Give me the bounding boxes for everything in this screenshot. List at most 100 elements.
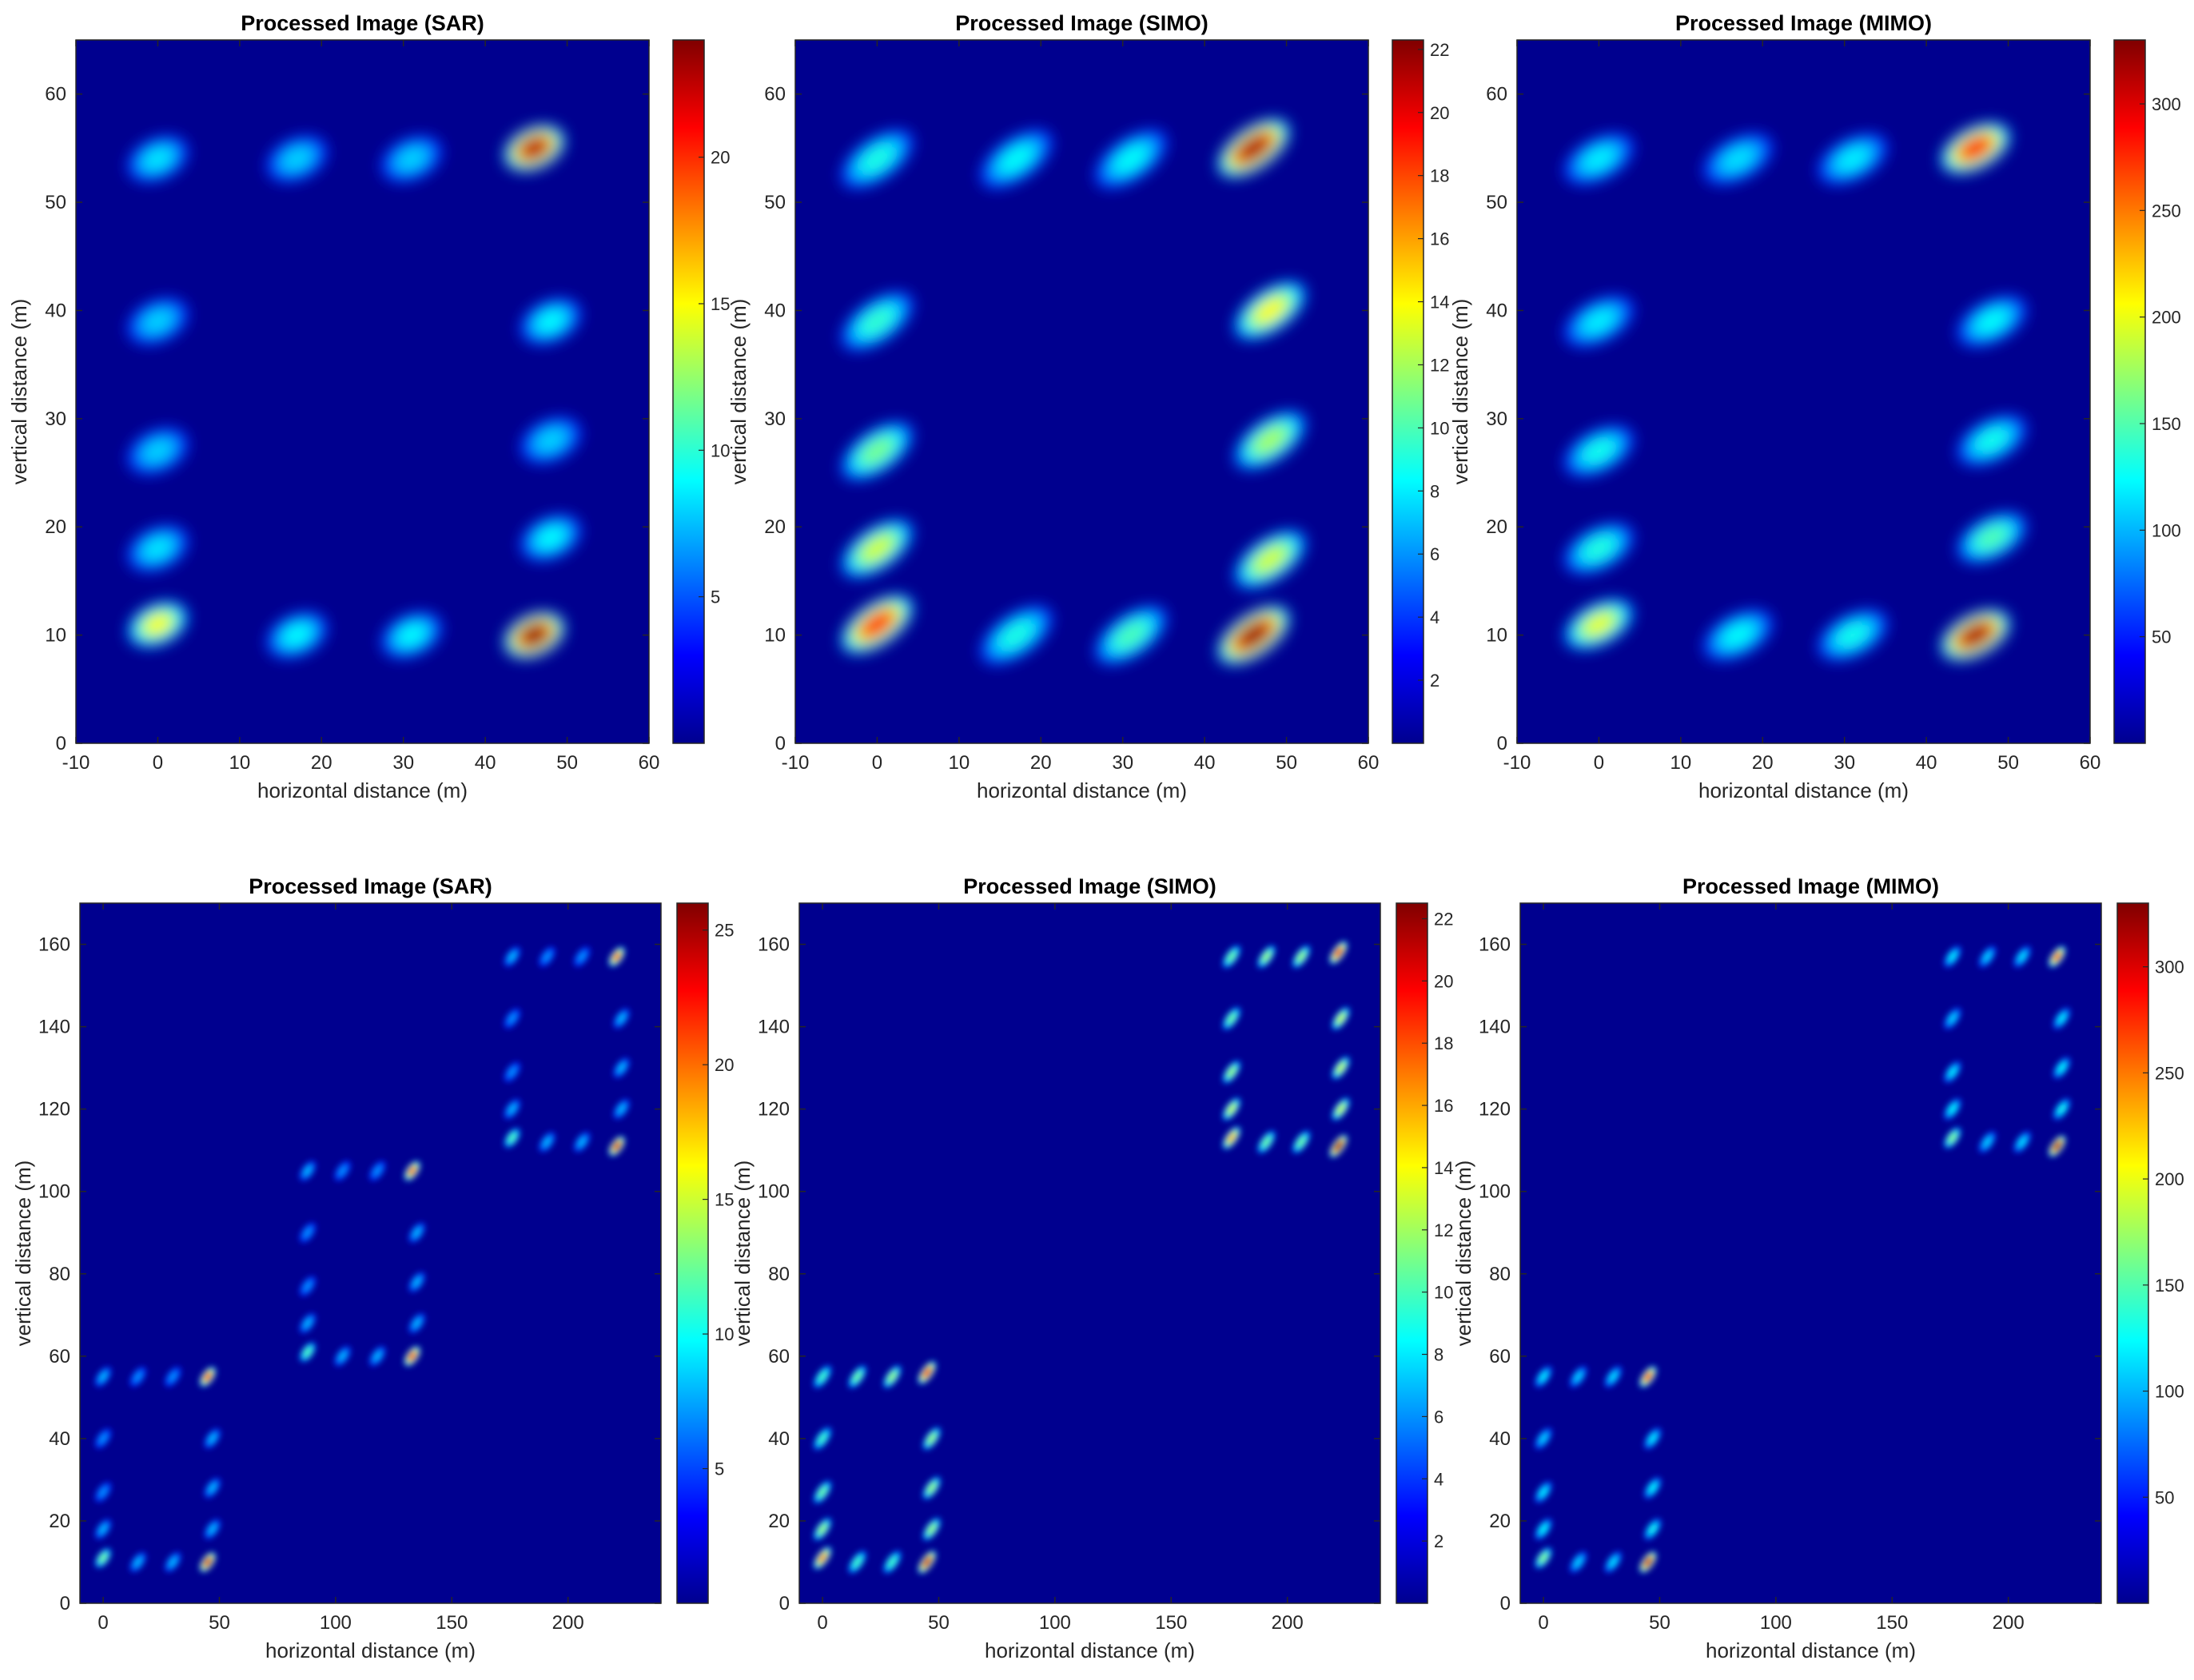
intensity-peak bbox=[504, 1128, 521, 1149]
colorbar-tick-label: 22 bbox=[1430, 40, 1449, 60]
intensity-peak bbox=[1222, 1126, 1241, 1150]
x-tick-label: 10 bbox=[949, 752, 970, 774]
colorbar-tick-label: 18 bbox=[1434, 1033, 1453, 1053]
y-tick-label: 50 bbox=[45, 192, 66, 213]
colorbar-tick-label: 100 bbox=[2155, 1382, 2184, 1402]
y-tick-label: 40 bbox=[764, 300, 786, 321]
intensity-peak bbox=[1978, 1131, 1997, 1153]
x-axis-label: horizontal distance (m) bbox=[1706, 1638, 1916, 1662]
x-tick-label: -10 bbox=[782, 752, 810, 774]
intensity-peak bbox=[1944, 1061, 1961, 1083]
y-axis-label: vertical distance (m) bbox=[11, 1160, 35, 1347]
intensity-peak bbox=[1817, 133, 1889, 185]
intensity-peak bbox=[1604, 1366, 1623, 1388]
intensity-peak bbox=[504, 1099, 521, 1120]
x-tick-label: 40 bbox=[475, 752, 496, 774]
y-tick-label: 0 bbox=[1497, 733, 1507, 754]
y-tick-label: 40 bbox=[45, 300, 66, 321]
intensity-peak bbox=[1604, 1551, 1623, 1573]
intensity-peak bbox=[539, 946, 555, 967]
y-tick-label: 20 bbox=[764, 516, 786, 538]
x-tick-label: 50 bbox=[556, 752, 578, 774]
x-tick-label: 200 bbox=[1993, 1612, 2025, 1634]
intensity-peak bbox=[1644, 1427, 1662, 1450]
colorbar-tick-label: 20 bbox=[711, 148, 730, 168]
intensity-peak bbox=[1644, 1518, 1662, 1540]
intensity-peak bbox=[334, 1160, 351, 1181]
y-axis-label: vertical distance (m) bbox=[727, 299, 751, 485]
intensity-peak bbox=[2053, 1007, 2071, 1029]
intensity-peak bbox=[918, 1551, 937, 1574]
y-tick-label: 20 bbox=[1486, 516, 1507, 538]
colorbar-tick-label: 50 bbox=[2155, 1487, 2174, 1507]
intensity-peak bbox=[813, 1517, 832, 1541]
colorbar-tick-label: 12 bbox=[1430, 355, 1449, 375]
panel-title: Processed Image (MIMO) bbox=[1675, 11, 1932, 35]
colorbar-tick-label: 150 bbox=[2155, 1276, 2184, 1296]
colorbar: 50 100 150 200 250 300 bbox=[2116, 902, 2184, 1604]
intensity-peak bbox=[520, 297, 582, 345]
intensity-peak bbox=[1233, 410, 1307, 471]
colorbar-tick-label: 250 bbox=[2152, 201, 2181, 221]
x-tick-label: 40 bbox=[1194, 752, 1216, 774]
y-tick-label: 80 bbox=[768, 1264, 790, 1285]
y-tick-label: 80 bbox=[49, 1264, 70, 1285]
intensity-peak bbox=[1639, 1366, 1657, 1388]
colorbar-tick-label: 10 bbox=[1434, 1283, 1453, 1303]
intensity-peak bbox=[1944, 1127, 1961, 1149]
x-tick-label: 40 bbox=[1916, 752, 1937, 774]
y-tick-label: 0 bbox=[56, 733, 66, 754]
x-tick-label: 30 bbox=[1834, 752, 1855, 774]
y-tick-label: 100 bbox=[38, 1181, 70, 1203]
intensity-peak bbox=[573, 946, 591, 967]
y-tick-label: 100 bbox=[1479, 1181, 1511, 1203]
y-tick-label: 160 bbox=[38, 934, 70, 956]
intensity-peak bbox=[1956, 414, 2028, 467]
intensity-peak bbox=[94, 1482, 112, 1503]
panel-title: Processed Image (SIMO) bbox=[955, 11, 1208, 35]
y-tick-label: 60 bbox=[45, 84, 66, 105]
colorbar-tick-label: 12 bbox=[1434, 1220, 1453, 1240]
colorbar-tick-label: 15 bbox=[711, 294, 730, 314]
intensity-peak bbox=[404, 1160, 420, 1181]
colorbar-tick-label: 18 bbox=[1430, 166, 1449, 186]
x-tick-label: -10 bbox=[62, 752, 90, 774]
intensity-peak bbox=[94, 1428, 112, 1449]
colorbar-tick-label: 8 bbox=[1430, 481, 1439, 501]
intensity-peak bbox=[1535, 1518, 1552, 1540]
colorbar-tick-label: 16 bbox=[1434, 1096, 1453, 1116]
axes-frame bbox=[1516, 39, 2091, 744]
intensity-peak bbox=[2053, 1098, 2071, 1121]
y-tick-label: 140 bbox=[38, 1017, 70, 1038]
intensity-peak bbox=[1563, 425, 1635, 477]
intensity-peak bbox=[503, 124, 566, 172]
intensity-peak bbox=[1944, 945, 1961, 968]
intensity-peak bbox=[2049, 1135, 2066, 1157]
panel-title: Processed Image (SAR) bbox=[249, 874, 492, 898]
intensity-peak bbox=[504, 1008, 521, 1029]
intensity-peak bbox=[848, 1365, 866, 1388]
y-axis-label: vertical distance (m) bbox=[1448, 299, 1472, 485]
y-tick-label: 40 bbox=[49, 1428, 70, 1450]
intensity-peak bbox=[840, 421, 914, 481]
y-tick-label: 60 bbox=[768, 1346, 790, 1367]
intensity-peak bbox=[204, 1478, 221, 1499]
colorbar-tick-label: 20 bbox=[1430, 103, 1449, 123]
intensity-peak bbox=[299, 1342, 317, 1363]
panel-title: Processed Image (SAR) bbox=[241, 11, 484, 35]
y-tick-label: 60 bbox=[764, 84, 786, 105]
intensity-peak bbox=[1535, 1427, 1552, 1450]
y-tick-label: 120 bbox=[1479, 1099, 1511, 1121]
intensity-peak bbox=[1329, 1134, 1348, 1158]
intensity-peak bbox=[1222, 1006, 1241, 1030]
intensity-peak bbox=[1569, 1366, 1587, 1388]
intensity-peak bbox=[299, 1160, 317, 1181]
intensity-peak bbox=[613, 1008, 630, 1029]
intensity-peak bbox=[126, 297, 189, 345]
colorbar-tick-label: 100 bbox=[2152, 520, 2181, 540]
colorbar-tick-label: 14 bbox=[1430, 293, 1449, 313]
colorbar-tick-label: 6 bbox=[1430, 544, 1439, 564]
intensity-peak bbox=[883, 1551, 902, 1574]
y-tick-label: 120 bbox=[38, 1099, 70, 1121]
